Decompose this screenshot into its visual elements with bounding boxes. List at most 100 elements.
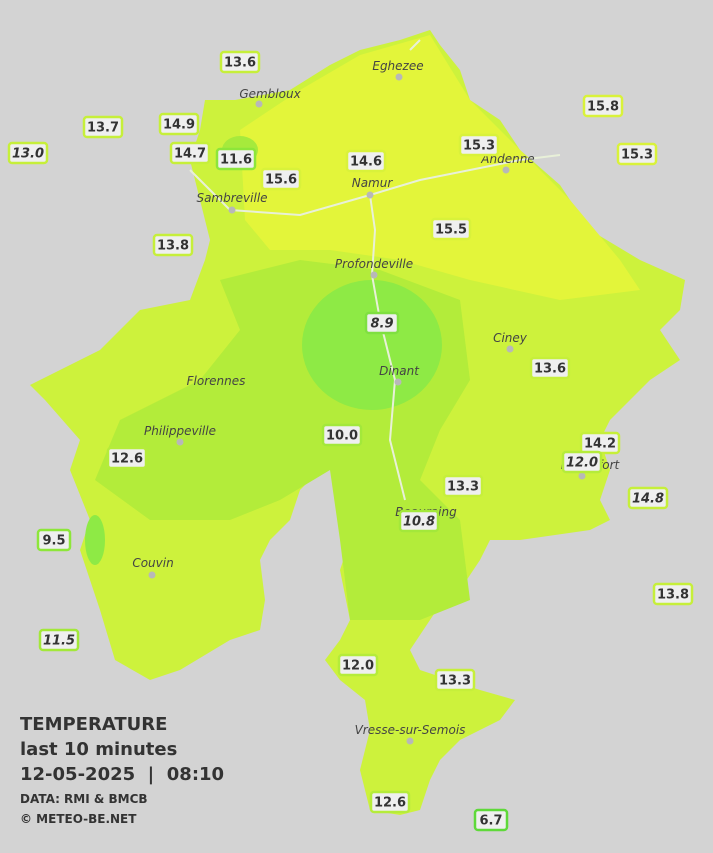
station-box: [337, 653, 379, 677]
station-value: 13.8: [157, 239, 189, 254]
station-box: [38, 628, 80, 652]
town-dot: [255, 100, 263, 108]
station-value: 15.3: [621, 148, 653, 163]
town-dot: [578, 472, 586, 480]
town-name: Gembloux: [239, 87, 301, 101]
station: 14.2: [579, 431, 621, 455]
station: 15.3: [458, 133, 500, 157]
town-dot: [395, 73, 403, 81]
station-box: [529, 356, 571, 380]
station: 13.3: [434, 668, 476, 692]
station-value: 12.6: [374, 796, 406, 811]
station-value: 10.0: [326, 429, 358, 444]
station: 12.0: [561, 450, 603, 474]
station: 13.0: [7, 141, 49, 165]
station-box: [215, 147, 257, 171]
station-value: 12.6: [111, 452, 143, 467]
station-value: 14.8: [632, 492, 664, 507]
station-value: 14.2: [584, 437, 616, 452]
station-value: 13.6: [224, 56, 256, 71]
station-value: 14.9: [163, 118, 195, 133]
station-box: [627, 486, 669, 510]
station-box: [36, 528, 72, 552]
station: 14.7: [169, 141, 211, 165]
station: 12.6: [106, 446, 148, 470]
province: [30, 30, 685, 815]
station-box: [442, 474, 484, 498]
station-box: [152, 233, 194, 257]
town-dot: [370, 271, 378, 279]
town-name: Philippeville: [144, 424, 216, 438]
legend-credit: © METEO-BE.NET: [20, 812, 137, 826]
station-value: 13.0: [12, 147, 44, 162]
station-value: 13.6: [534, 362, 566, 377]
station-box: [398, 509, 440, 533]
station-value: 10.8: [403, 515, 435, 530]
station: 13.6: [219, 50, 261, 74]
town-dot: [176, 438, 184, 446]
station: 10.0: [321, 423, 363, 447]
station-value: 15.5: [435, 223, 467, 238]
station: 14.8: [627, 486, 669, 510]
cool-zone: [302, 280, 442, 410]
station-box: [158, 112, 200, 136]
station-box: [616, 142, 658, 166]
town-dot: [228, 206, 236, 214]
station-box: [473, 808, 509, 832]
station: 11.6: [215, 147, 257, 171]
legend-period: last 10 minutes: [20, 739, 177, 760]
legend: TEMPERATURE last 10 minutes 12-05-2025 |…: [20, 714, 224, 826]
town-name: Florennes: [187, 374, 246, 388]
station-box: [364, 311, 400, 335]
station-box: [106, 446, 148, 470]
station-box: [169, 141, 211, 165]
station: 6.7: [473, 808, 509, 832]
station-box: [652, 582, 694, 606]
station: 15.8: [582, 94, 624, 118]
station-value: 13.3: [447, 480, 479, 495]
station-box: [582, 94, 624, 118]
station-value: 15.3: [463, 139, 495, 154]
station-box: [434, 668, 476, 692]
station: 10.8: [398, 509, 440, 533]
station-box: [369, 790, 411, 814]
station-value: 13.8: [657, 588, 689, 603]
station: 9.5: [36, 528, 72, 552]
town-dot: [502, 166, 510, 174]
station: 15.6: [260, 167, 302, 191]
station: 12.0: [337, 653, 379, 677]
station-box: [7, 141, 49, 165]
station-value: 11.6: [220, 153, 252, 168]
town-name: Dinant: [379, 364, 420, 378]
town-name: Profondeville: [335, 257, 413, 271]
warm-zone: [240, 35, 640, 300]
station-box: [458, 133, 500, 157]
legend-source: DATA: RMI & BMCB: [20, 792, 148, 806]
station-value: 9.5: [42, 534, 65, 549]
station: 15.5: [430, 217, 472, 241]
station-value: 14.6: [350, 155, 382, 170]
town-name: Couvin: [132, 556, 173, 570]
station: 14.9: [158, 112, 200, 136]
cool-zone: [85, 515, 105, 565]
station-value: 8.9: [370, 317, 393, 332]
town-name: Ciney: [493, 331, 528, 345]
station-value: 15.8: [587, 100, 619, 115]
town-name: Eghezee: [372, 59, 423, 73]
town-dot: [406, 737, 414, 745]
legend-datetime: 12-05-2025 | 08:10: [20, 764, 224, 785]
station: 14.6: [345, 149, 387, 173]
station-value: 11.5: [43, 634, 75, 649]
station-value: 6.7: [479, 814, 502, 829]
town-name: Sambreville: [196, 191, 267, 205]
station: 13.7: [82, 115, 124, 139]
station-box: [561, 450, 603, 474]
station-box: [345, 149, 387, 173]
station-box: [82, 115, 124, 139]
station: 13.3: [442, 474, 484, 498]
station: 8.9: [364, 311, 400, 335]
station: 13.8: [652, 582, 694, 606]
station-value: 12.0: [342, 659, 374, 674]
station: 11.5: [38, 628, 80, 652]
station: 15.3: [616, 142, 658, 166]
